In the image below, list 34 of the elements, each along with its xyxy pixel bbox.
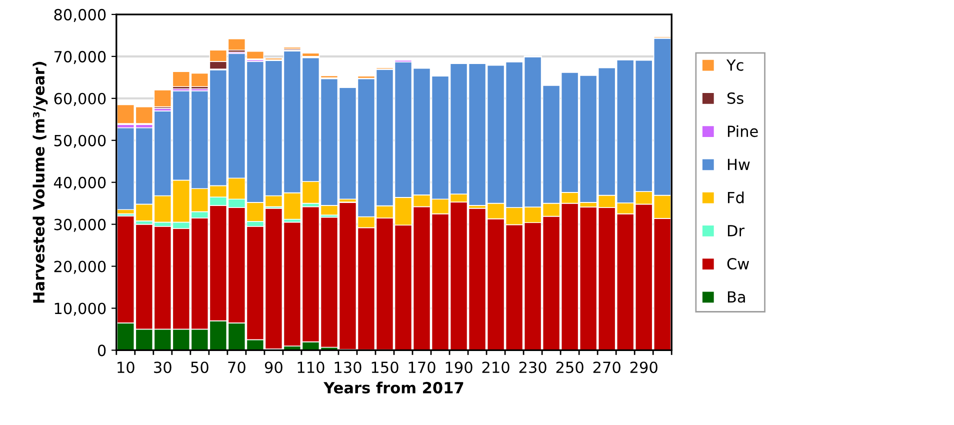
- legend-label: Ba: [728, 291, 745, 303]
- y-tick-label: 40,000: [54, 176, 106, 190]
- y-tick-label: 0: [98, 344, 106, 356]
- x-tick-label: 70: [228, 362, 246, 374]
- y-tick-label: 20,000: [54, 260, 106, 274]
- x-tick-label: 150: [372, 362, 398, 374]
- x-tick-label: 210: [482, 362, 510, 374]
- x-tick-label: 190: [446, 362, 472, 374]
- legend-label: Hw: [728, 158, 750, 170]
- legend-label: Pine: [728, 125, 758, 138]
- x-tick-label: 90: [264, 362, 282, 374]
- x-tick-label: 130: [334, 362, 362, 374]
- y-tick-label: 80,000: [54, 8, 106, 22]
- legend-label: Fd: [728, 191, 744, 204]
- y-tick-label: 60,000: [54, 92, 106, 106]
- legend-label: Dr: [728, 225, 745, 236]
- y-tick-label: 70,000: [54, 50, 106, 64]
- legend-label: Cw: [727, 258, 749, 270]
- x-tick-label: 110: [298, 362, 324, 374]
- x-tick-label: 250: [556, 362, 584, 374]
- y-tick-label: 50,000: [54, 134, 106, 148]
- legend-label: Ss: [727, 92, 744, 104]
- x-tick-label: 270: [593, 362, 620, 374]
- x-tick-label: 230: [519, 362, 546, 374]
- y-tick-label: 30,000: [54, 218, 106, 232]
- x-axis-title: Years from 2017: [323, 382, 464, 394]
- y-axis-title: Harvested Volume (m³/year): [32, 62, 48, 303]
- x-tick-label: 10: [118, 362, 134, 374]
- x-tick-label: 290: [630, 362, 658, 374]
- x-tick-label: 30: [154, 362, 172, 374]
- legend-label: Yc: [726, 59, 744, 71]
- x-tick-label: 170: [408, 362, 436, 374]
- y-tick-label: 10,000: [54, 302, 106, 316]
- x-tick-label: 50: [191, 362, 208, 374]
